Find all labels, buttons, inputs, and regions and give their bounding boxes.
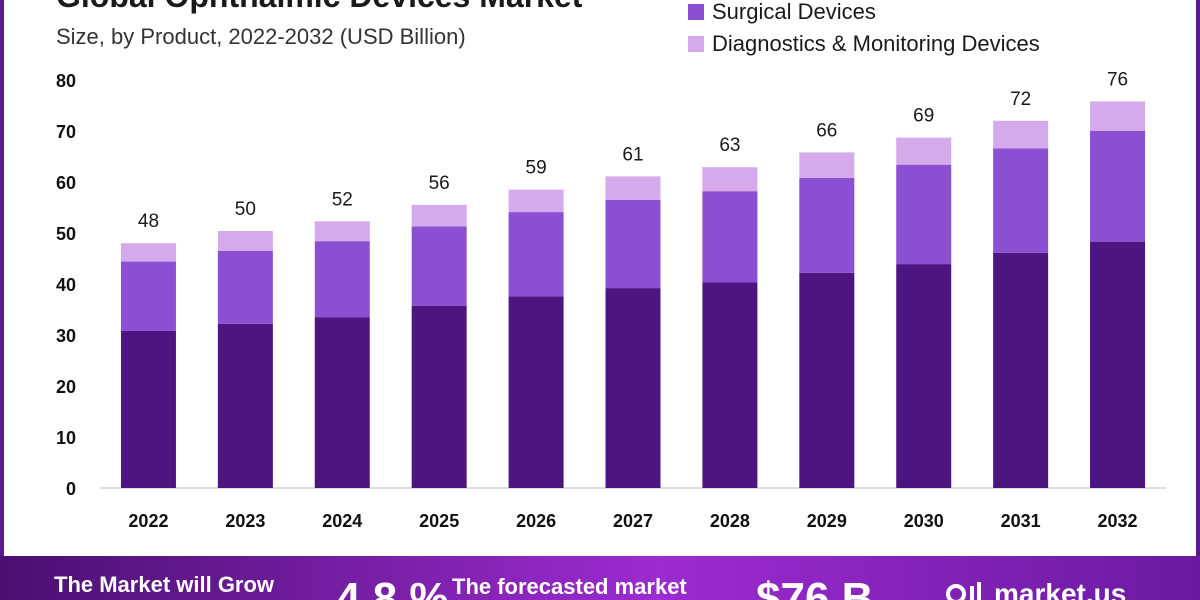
bar-total-label: 69: [913, 106, 934, 127]
y-tick-label: 60: [56, 173, 76, 193]
bar-segment-1: [605, 288, 661, 488]
x-tick-label: 2030: [904, 511, 944, 531]
y-tick-label: 70: [56, 122, 76, 142]
x-tick-label: 2031: [1001, 511, 1041, 531]
total-labels: 48 50 52 56 59 61 63 66 69 72 76: [138, 69, 1128, 232]
y-tick-label: 40: [56, 275, 76, 295]
bar-segment-3: [120, 243, 176, 262]
y-tick-label: 30: [56, 326, 76, 346]
bar-total-label: 63: [719, 135, 740, 156]
bar-segment-2: [1090, 131, 1146, 242]
bar-segment-2: [508, 212, 564, 297]
frame-right-border: [1196, 0, 1200, 560]
bar-total-label: 61: [622, 144, 643, 165]
legend-item-diagnostics: Diagnostics & Monitoring Devices: [688, 28, 1040, 60]
bar-segment-3: [314, 221, 370, 242]
footer-market-value: $76 B: [756, 574, 874, 600]
bar-segment-3: [217, 230, 273, 251]
chart-subtitle: Size, by Product, 2022-2032 (USD Billion…: [56, 24, 466, 49]
bar-segment-1: [799, 272, 855, 488]
x-tick-label: 2032: [1098, 511, 1138, 531]
bars: [120, 101, 1146, 488]
bar-segment-2: [314, 241, 370, 318]
bar-segment-2: [411, 226, 467, 306]
bar-total-label: 50: [235, 199, 256, 220]
bar-segment-1: [120, 330, 176, 488]
x-tick-label: 2028: [710, 511, 750, 531]
legend-swatch-surgical: [688, 4, 704, 20]
bar-segment-3: [1090, 101, 1146, 131]
brand-name: market.us: [994, 578, 1127, 600]
x-tick-label: 2022: [128, 511, 168, 531]
bar-total-label: 59: [526, 158, 547, 179]
bar-segment-1: [508, 296, 564, 488]
footer-grow-text: The Market will Grow: [54, 572, 275, 597]
bar-segment-2: [702, 191, 758, 283]
bar-segment-3: [508, 189, 564, 213]
x-tick-label: 2024: [322, 511, 362, 531]
bar-segment-3: [411, 204, 467, 227]
x-axis: 2022 2023 2024 2025 2026 2027 2028 2029 2030 2031…: [128, 511, 1137, 531]
legend-label-surgical: Surgical Devices: [712, 0, 876, 24]
bar-total-label: 48: [138, 211, 159, 232]
bar-total-label: 76: [1107, 69, 1128, 90]
bar-segment-1: [993, 252, 1049, 488]
bar-segment-3: [605, 176, 661, 200]
bar-segment-1: [314, 317, 370, 488]
x-tick-label: 2026: [516, 511, 556, 531]
bar-total-label: 66: [816, 120, 837, 141]
y-tick-label: 10: [56, 428, 76, 448]
bar-segment-3: [799, 152, 855, 178]
legend: Surgical Devices Diagnostics & Monitorin…: [688, 0, 1040, 60]
bar-segment-2: [120, 261, 176, 331]
legend-label-diagnostics: Diagnostics & Monitoring Devices: [712, 31, 1040, 56]
bar-segment-1: [217, 323, 273, 488]
x-tick-label: 2025: [419, 511, 459, 531]
bar-total-label: 56: [429, 173, 450, 194]
footer-forecast-text: The forecasted market: [452, 574, 687, 599]
legend-swatch-diagnostics: [688, 36, 704, 52]
bar-segment-2: [993, 148, 1049, 253]
chart-title: Global Ophthalmic Devices Market: [56, 0, 582, 15]
bar-total-label: 52: [332, 189, 353, 210]
brand-logo-icon: [946, 582, 981, 600]
bar-segment-1: [896, 264, 952, 488]
bar-segment-2: [217, 250, 273, 324]
y-tick-label: 20: [56, 377, 76, 397]
bar-segment-1: [411, 305, 467, 488]
footer-cagr-value: 4.8 %: [336, 574, 449, 600]
bar-segment-2: [896, 164, 952, 265]
bar-segment-1: [702, 282, 758, 488]
y-tick-label: 0: [66, 479, 76, 499]
bar-total-label: 72: [1010, 89, 1031, 110]
x-tick-label: 2029: [807, 511, 847, 531]
legend-item-surgical: Surgical Devices: [688, 0, 1040, 28]
bar-segment-3: [702, 167, 758, 192]
x-tick-label: 2023: [225, 511, 265, 531]
x-tick-label: 2027: [613, 511, 653, 531]
y-tick-label: 80: [56, 71, 76, 91]
frame-left-border: [0, 0, 4, 560]
bar-segment-3: [896, 137, 952, 165]
bar-segment-1: [1090, 241, 1146, 488]
y-tick-label: 50: [56, 224, 76, 244]
bar-segment-3: [993, 120, 1049, 149]
footer-banner: The Market will Grow 4.8 % The forecaste…: [0, 556, 1200, 600]
bar-segment-2: [605, 199, 661, 289]
bar-segment-2: [799, 177, 855, 273]
